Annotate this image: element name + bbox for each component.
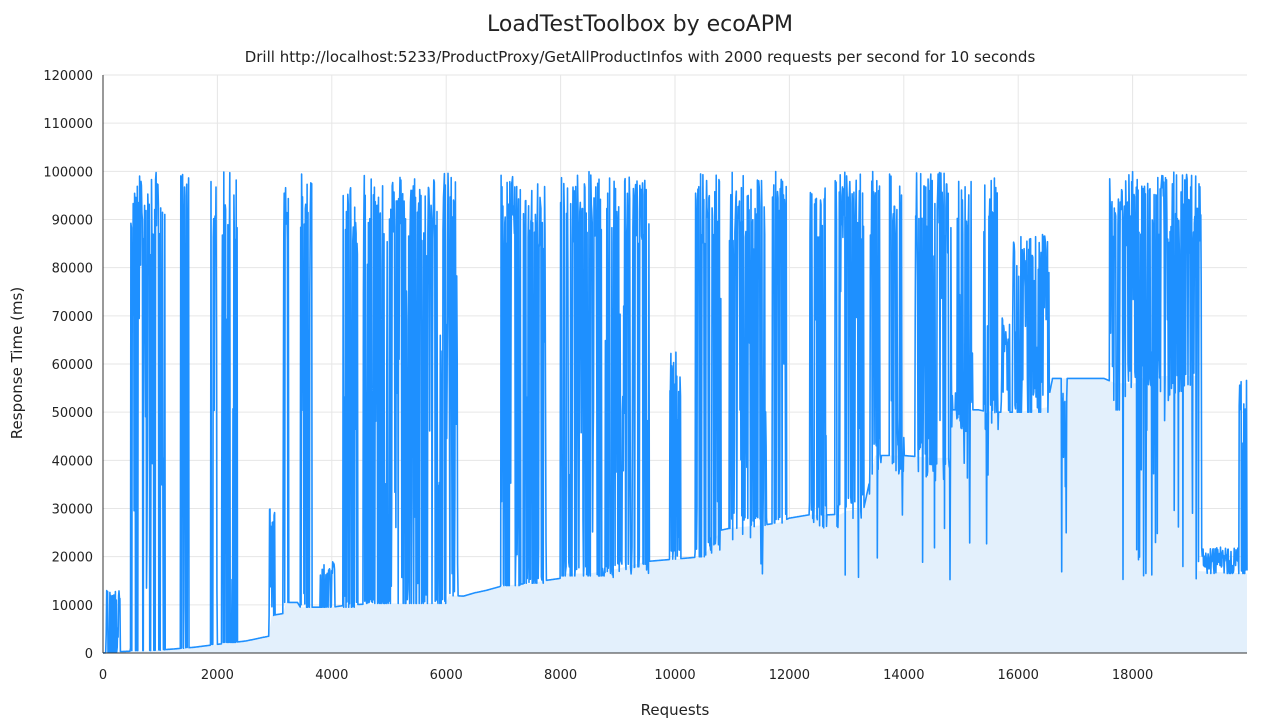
axes xyxy=(102,75,1247,654)
y-tick-label: 110000 xyxy=(43,117,93,132)
y-axis-label: Response Time (ms) xyxy=(8,287,26,439)
y-tick-label: 120000 xyxy=(43,69,93,84)
response-time-series-line xyxy=(102,170,1248,654)
series-layer xyxy=(102,170,1248,654)
baseline-area xyxy=(103,376,1247,653)
baseline-area-layer xyxy=(103,376,1247,653)
x-tick-label: 4000 xyxy=(315,668,348,683)
y-tick-label: 90000 xyxy=(52,214,93,229)
x-axis-label: Requests xyxy=(641,701,710,719)
x-tick-label: 12000 xyxy=(769,668,810,683)
y-tick-label: 100000 xyxy=(43,165,93,180)
y-tick-label: 30000 xyxy=(52,503,93,518)
y-tick-label: 40000 xyxy=(52,454,93,469)
chart-subtitle: Drill http://localhost:5233/ProductProxy… xyxy=(245,48,1036,66)
y-tick-label: 80000 xyxy=(52,262,93,277)
x-tick-label: 16000 xyxy=(998,668,1039,683)
x-tick-label: 14000 xyxy=(883,668,924,683)
x-tick-label: 18000 xyxy=(1112,668,1153,683)
y-tick-label: 60000 xyxy=(52,358,93,373)
x-tick-label: 8000 xyxy=(544,668,577,683)
x-tick-label: 2000 xyxy=(201,668,234,683)
x-tick-label: 6000 xyxy=(430,668,463,683)
x-tick-label: 0 xyxy=(99,668,107,683)
x-tick-label: 10000 xyxy=(654,668,695,683)
y-tick-label: 0 xyxy=(85,647,93,662)
y-tick-label: 10000 xyxy=(52,599,93,614)
chart-title: LoadTestToolbox by ecoAPM xyxy=(487,12,793,37)
y-tick-label: 20000 xyxy=(52,551,93,566)
y-tick-label: 50000 xyxy=(52,406,93,421)
tick-labels: 0100002000030000400005000060000700008000… xyxy=(43,69,1153,683)
y-tick-label: 70000 xyxy=(52,310,93,325)
